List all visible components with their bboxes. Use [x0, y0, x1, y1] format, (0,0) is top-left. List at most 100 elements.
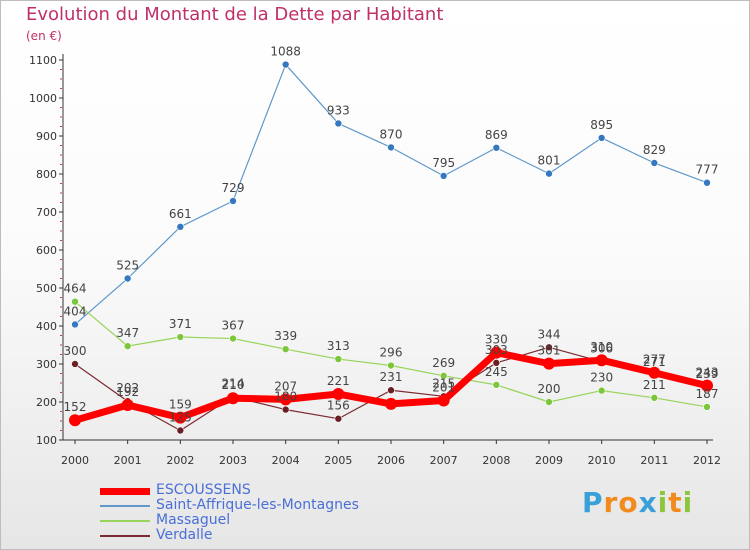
data-point — [123, 274, 132, 283]
data-point — [543, 357, 555, 370]
legend-item: ESCOUSSENS — [100, 482, 420, 498]
y-tick-label: 300 — [36, 358, 57, 371]
chart-legend: ESCOUSSENS Saint-Affrique-les-Montagnes Ma… — [100, 482, 420, 543]
data-label: 869 — [485, 128, 508, 142]
data-point — [492, 381, 501, 389]
data-label: 269 — [432, 356, 455, 370]
data-point — [71, 297, 79, 306]
data-point — [176, 223, 185, 231]
data-point — [650, 394, 659, 402]
data-label: 371 — [169, 317, 192, 331]
y-tick-label: 800 — [36, 168, 57, 181]
data-label: 187 — [696, 387, 719, 401]
data-label: 221 — [327, 374, 350, 388]
chart-unit-label: (en €) — [26, 29, 62, 43]
y-tick-label: 1100 — [29, 54, 57, 67]
data-point — [279, 393, 292, 406]
x-tick-label: 2001 — [114, 454, 142, 467]
data-label: 192 — [116, 385, 139, 399]
data-label: 245 — [485, 365, 508, 379]
data-point — [703, 403, 711, 411]
data-point — [334, 355, 343, 363]
data-label: 239 — [696, 367, 719, 381]
data-label: 801 — [538, 154, 561, 168]
data-label: 156 — [327, 399, 350, 413]
logo-letter: i — [657, 486, 669, 519]
data-point — [281, 405, 290, 414]
data-point — [69, 414, 81, 427]
legend-item: Saint-Affrique-les-Montagnes — [100, 497, 420, 513]
data-point — [281, 60, 290, 69]
data-label: 207 — [274, 379, 297, 393]
logo-letter: t — [668, 486, 683, 519]
data-point — [387, 143, 395, 152]
data-label: 301 — [538, 344, 561, 358]
x-tick-label: 2010 — [588, 454, 616, 467]
data-point — [597, 386, 606, 395]
data-point — [334, 119, 343, 128]
data-point — [176, 426, 185, 435]
data-point — [439, 371, 448, 380]
data-label: 933 — [327, 103, 350, 117]
data-label: 243 — [696, 366, 719, 380]
data-point — [385, 397, 397, 410]
data-label: 303 — [485, 343, 508, 357]
logo-letter: o — [618, 486, 639, 519]
data-label: 1088 — [270, 45, 301, 59]
data-label: 525 — [116, 259, 139, 273]
data-point — [492, 143, 501, 152]
data-label: 661 — [169, 207, 192, 221]
data-point — [71, 360, 79, 368]
y-tick-label: 600 — [36, 244, 57, 257]
data-label: 230 — [590, 371, 613, 385]
data-label: 180 — [274, 390, 297, 404]
x-tick-label: 2012 — [693, 454, 721, 467]
logo-letter: x — [638, 486, 658, 519]
data-label: 152 — [64, 400, 87, 414]
legend-swatch — [100, 505, 150, 507]
legend-swatch — [100, 487, 150, 495]
data-label: 271 — [643, 355, 666, 369]
x-tick-label: 2000 — [61, 454, 89, 467]
data-label: 895 — [590, 118, 613, 132]
data-point — [123, 342, 132, 350]
data-point — [648, 366, 661, 379]
data-label: 330 — [485, 333, 508, 347]
data-point — [332, 388, 345, 401]
x-tick-label: 2004 — [272, 454, 300, 467]
x-tick-label: 2011 — [640, 454, 668, 467]
data-point — [387, 361, 395, 370]
data-point — [334, 414, 343, 423]
legend-swatch — [100, 535, 150, 537]
legend-item: Massaguel — [100, 512, 420, 528]
y-tick-label: 100 — [36, 434, 57, 447]
data-point — [174, 411, 187, 424]
logo-letter: P — [582, 486, 604, 519]
x-tick-label: 2002 — [166, 454, 194, 467]
data-point — [545, 398, 553, 406]
data-label: 215 — [432, 376, 455, 390]
y-tick-label: 500 — [36, 282, 57, 295]
data-label: 870 — [380, 127, 403, 141]
data-point — [703, 178, 711, 187]
x-tick-label: 2007 — [430, 454, 458, 467]
legend-swatch — [100, 520, 150, 522]
legend-label: Saint-Affrique-les-Montagnes — [156, 497, 359, 513]
data-point — [650, 159, 659, 167]
y-tick-label: 400 — [36, 320, 57, 333]
data-label: 277 — [643, 353, 666, 367]
data-label: 211 — [643, 378, 666, 392]
data-label: 210 — [222, 378, 245, 392]
data-label: 231 — [380, 370, 403, 384]
data-label: 201 — [432, 380, 455, 394]
legend-label: Massaguel — [156, 512, 231, 528]
data-label: 464 — [64, 282, 87, 296]
x-tick-label: 2009 — [535, 454, 563, 467]
data-point — [121, 399, 134, 412]
data-label: 344 — [538, 327, 561, 341]
data-point — [227, 392, 239, 405]
data-point — [176, 333, 185, 341]
data-label: 159 — [169, 398, 192, 412]
data-point — [597, 134, 606, 142]
